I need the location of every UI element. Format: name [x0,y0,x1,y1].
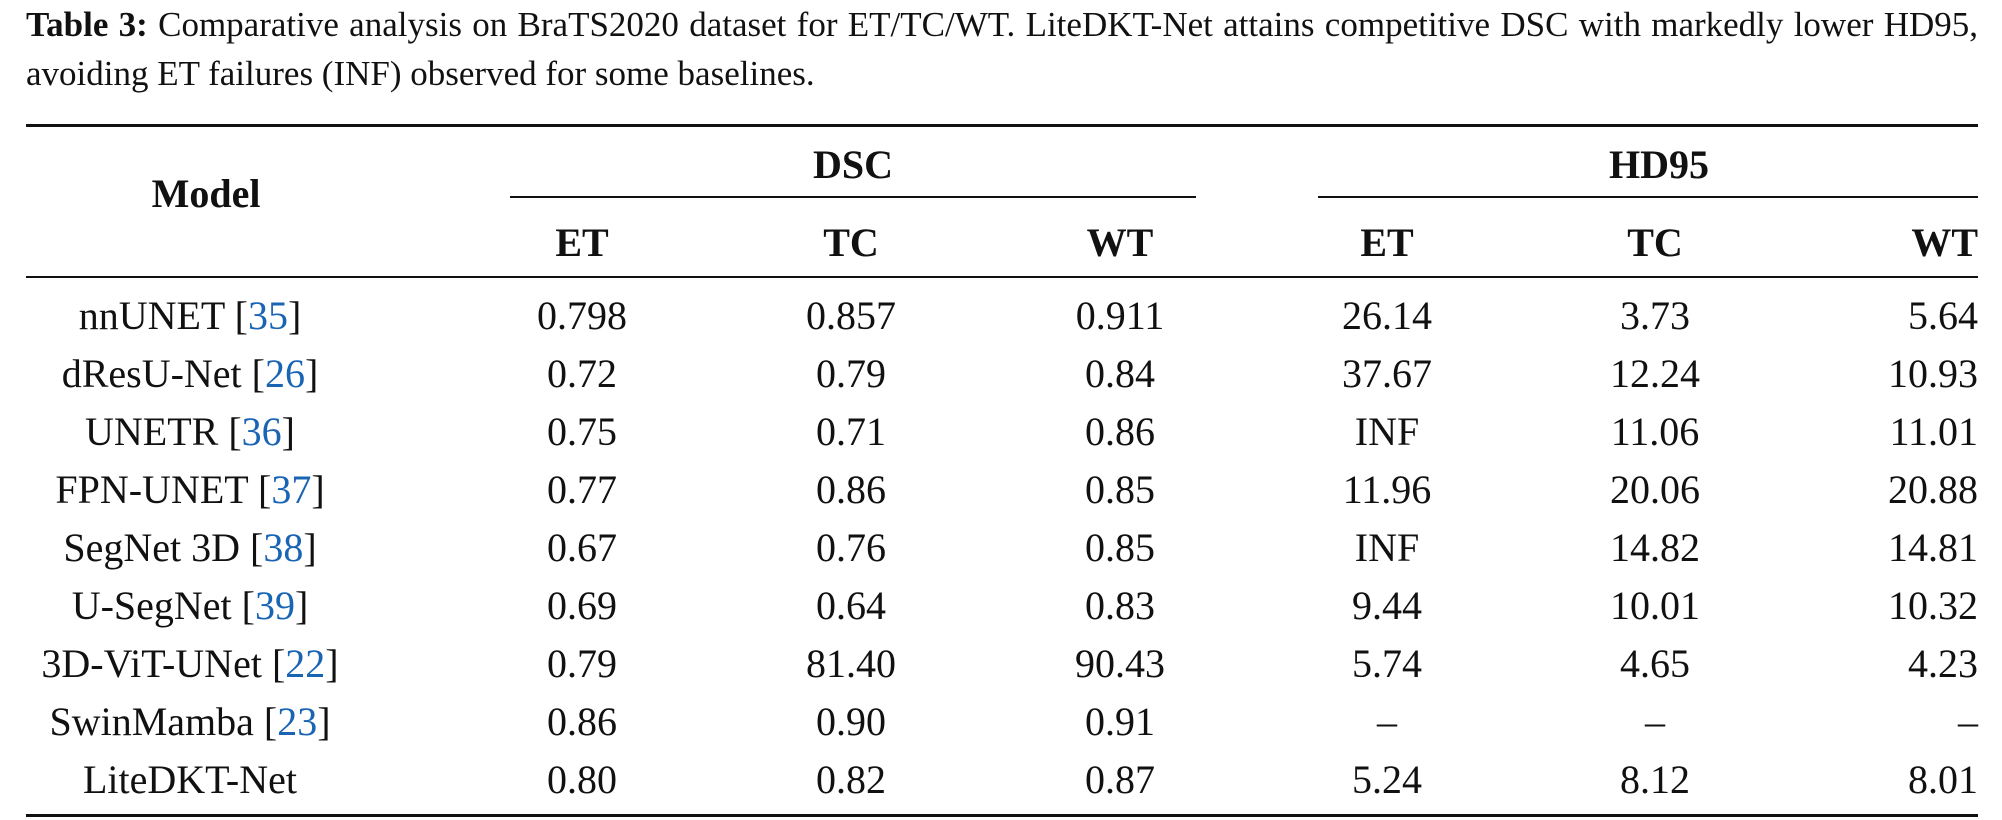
value-cell: 0.83 [1085,583,1155,628]
header-dsc-tc: TC [823,220,879,265]
value-cell: 12.24 [1610,351,1700,396]
top-rule [26,124,1978,127]
value-cell: 0.85 [1085,525,1155,570]
value-cell: 37.67 [1342,351,1432,396]
header-hd95-wt: WT [1911,220,1978,265]
dsc-group-rule [510,196,1196,198]
value-cell: 0.798 [537,293,627,338]
model-name-cell: 3D-ViT-UNet [22] [41,641,339,686]
model-name-cell: UNETR [36] [85,409,295,454]
model-name-cell: U-SegNet [39] [71,583,309,628]
value-cell: 0.75 [547,409,617,454]
model-name-cell: FPN-UNET [37] [55,467,325,512]
value-cell: 14.81 [1888,525,1978,570]
value-cell: 10.32 [1888,583,1978,628]
value-cell: – [1377,699,1397,744]
value-cell: 0.911 [1075,293,1165,338]
value-cell: 11.96 [1342,467,1432,512]
citation-link[interactable]: 22 [285,641,326,686]
header-model: Model [151,171,261,216]
model-name-cell: SegNet 3D [38] [63,525,317,570]
value-cell: – [1958,699,1978,744]
citation-link[interactable]: 38 [263,525,304,570]
value-cell: 0.72 [547,351,617,396]
value-cell: 0.82 [816,757,886,802]
value-cell: 0.79 [547,641,617,686]
value-cell: 0.77 [547,467,617,512]
header-hd95-et: ET [1360,220,1414,265]
value-cell: 0.69 [547,583,617,628]
value-cell: 9.44 [1352,583,1422,628]
table-caption: Table 3: Comparative analysis on BraTS20… [26,0,1978,98]
citation-link[interactable]: 35 [247,293,288,338]
model-name: U-SegNet [71,583,232,628]
value-cell: 0.85 [1085,467,1155,512]
header-dsc-wt: WT [1086,220,1154,265]
value-cell: 20.06 [1610,467,1700,512]
value-cell: 0.857 [806,293,896,338]
value-cell: 5.24 [1352,757,1422,802]
model-name-cell: dResU-Net [26] [61,351,319,396]
model-name: nnUNET [78,293,225,338]
value-cell: – [1645,699,1665,744]
value-cell: 26.14 [1342,293,1432,338]
model-name-cell: nnUNET [35] [78,293,302,338]
citation-link[interactable]: 37 [271,467,312,512]
hd95-group-rule [1318,196,1978,198]
model-name: UNETR [85,409,219,454]
value-cell: 81.40 [806,641,896,686]
model-name: SegNet 3D [63,525,240,570]
value-cell: 0.86 [1085,409,1155,454]
citation-link[interactable]: 39 [254,583,295,628]
value-cell: 0.71 [816,409,886,454]
value-cell: 14.82 [1610,525,1700,570]
citation-link[interactable]: 23 [277,699,318,744]
header-hd95: HD95 [1609,142,1709,187]
caption-text: Comparative analysis on BraTS2020 datase… [26,5,1978,93]
value-cell: 0.80 [547,757,617,802]
model-name: LiteDKT-Net [82,757,298,802]
value-cell: 10.01 [1610,583,1700,628]
model-name-cell: SwinMamba [23] [49,699,331,744]
value-cell: 11.06 [1610,409,1700,454]
value-cell: 11.01 [1889,409,1978,454]
value-cell: 3.73 [1620,293,1690,338]
value-cell: 10.93 [1888,351,1978,396]
value-cell: 0.64 [816,583,886,628]
model-name: 3D-ViT-UNet [41,641,262,686]
value-cell: 8.01 [1908,757,1978,802]
header-rule [26,276,1978,278]
value-cell: 5.64 [1908,293,1978,338]
value-cell: 4.23 [1908,641,1978,686]
citation-link[interactable]: 36 [241,409,282,454]
model-name: FPN-UNET [55,467,248,512]
value-cell: 0.76 [816,525,886,570]
value-cell: 5.74 [1352,641,1422,686]
value-cell: 20.88 [1888,467,1978,512]
header-dsc-et: ET [555,220,609,265]
value-cell: 0.87 [1085,757,1155,802]
header-hd95-tc: TC [1627,220,1683,265]
value-cell: 0.90 [816,699,886,744]
value-cell: INF [1354,409,1420,454]
caption-label: Table 3: [26,5,148,44]
value-cell: 0.86 [816,467,886,512]
value-cell: 90.43 [1075,641,1165,686]
value-cell: 0.86 [547,699,617,744]
value-cell: INF [1354,525,1420,570]
model-name-cell: LiteDKT-Net [83,756,297,804]
header-dsc: DSC [812,142,894,187]
value-cell: 0.67 [547,525,617,570]
value-cell: 4.65 [1620,641,1690,686]
value-cell: 8.12 [1620,757,1690,802]
value-cell: 0.91 [1085,699,1155,744]
value-cell: 0.79 [816,351,886,396]
bottom-rule [26,814,1978,817]
model-name: dResU-Net [61,351,242,396]
model-name: SwinMamba [49,699,254,744]
citation-link[interactable]: 26 [264,351,305,396]
value-cell: 0.84 [1085,351,1155,396]
